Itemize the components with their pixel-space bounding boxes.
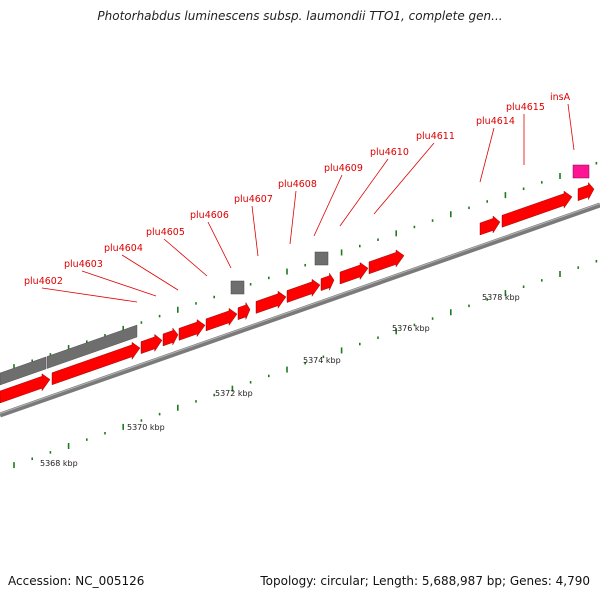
leader-line bbox=[81, 270, 157, 297]
label-leaders-layer bbox=[41, 103, 575, 303]
gene-arrow[interactable] bbox=[320, 272, 335, 291]
genome-summary-text: Topology: circular; Length: 5,688,987 bp… bbox=[260, 574, 590, 588]
map-title: Photorhabdus luminescens subsp. laumondi… bbox=[97, 9, 503, 23]
gene-label-plu4615[interactable]: plu4615 bbox=[506, 102, 545, 113]
genes-layer bbox=[0, 164, 595, 404]
gene-label-insa[interactable]: insA bbox=[550, 92, 571, 103]
tick-label: 5378 kbp bbox=[482, 293, 520, 302]
gene-arrow[interactable] bbox=[368, 249, 405, 275]
tick-label: 5372 kbp bbox=[215, 389, 253, 398]
tick-label: 5368 kbp bbox=[40, 459, 78, 468]
tick-label: 5370 kbp bbox=[127, 423, 165, 432]
leader-line bbox=[163, 238, 208, 277]
gene-arrow[interactable] bbox=[479, 215, 501, 236]
accession-text: Accession: NC_005126 bbox=[8, 574, 145, 588]
tick-label: 5374 kbp bbox=[303, 356, 341, 365]
gene-arrow[interactable] bbox=[140, 333, 163, 354]
gene-block-grey[interactable] bbox=[46, 324, 138, 369]
gene-arrow[interactable] bbox=[339, 262, 369, 285]
gene-arrow[interactable] bbox=[255, 290, 287, 314]
gene-arrow[interactable] bbox=[51, 341, 141, 386]
leader-line bbox=[479, 127, 495, 183]
gene-box-grey[interactable] bbox=[230, 280, 245, 295]
tick-label: 5376 kbp bbox=[392, 324, 430, 333]
tick-marks-layer bbox=[13, 162, 598, 469]
backbone-line bbox=[0, 202, 600, 418]
gene-arrow[interactable] bbox=[286, 278, 321, 303]
gene-label-plu4614[interactable]: plu4614 bbox=[476, 116, 515, 127]
gene-label-plu4603[interactable]: plu4603 bbox=[64, 259, 103, 270]
leader-line bbox=[567, 103, 575, 151]
gene-label-plu4605[interactable]: plu4605 bbox=[146, 227, 185, 238]
gene-label-plu4608[interactable]: plu4608 bbox=[278, 179, 317, 190]
gene-label-plu4602[interactable]: plu4602 bbox=[24, 276, 63, 287]
gene-arrow[interactable] bbox=[501, 190, 573, 228]
leader-line bbox=[289, 190, 297, 245]
leader-line bbox=[251, 205, 259, 257]
leader-line bbox=[313, 174, 343, 237]
gene-arrow[interactable] bbox=[162, 327, 179, 347]
gene-arrow[interactable] bbox=[237, 301, 251, 320]
gene-block-grey[interactable] bbox=[0, 356, 47, 386]
leader-line bbox=[41, 287, 138, 303]
gene-box-grey[interactable] bbox=[314, 251, 329, 266]
gene-label-plu4607[interactable]: plu4607 bbox=[234, 194, 273, 205]
gene-arrow[interactable] bbox=[205, 307, 238, 332]
gene-arrow[interactable] bbox=[178, 319, 206, 341]
gene-arrow[interactable] bbox=[0, 373, 51, 404]
gene-arrow[interactable] bbox=[577, 182, 595, 201]
leader-line bbox=[373, 142, 435, 215]
tick-labels-layer: 5368 kbp 5370 kbp 5372 kbp 5374 kbp 5376 kbp… bbox=[40, 293, 520, 468]
gene-label-plu4610[interactable]: plu4610 bbox=[370, 147, 409, 158]
leader-line bbox=[339, 158, 389, 227]
gene-label-plu4604[interactable]: plu4604 bbox=[104, 243, 143, 254]
gene-label-plu4606[interactable]: plu4606 bbox=[190, 210, 229, 221]
gene-box-insa[interactable] bbox=[572, 164, 590, 179]
gene-label-plu4611[interactable]: plu4611 bbox=[416, 131, 455, 142]
gene-label-plu4609[interactable]: plu4609 bbox=[324, 163, 363, 174]
backbone-highlight bbox=[0, 203, 600, 414]
backbone-layer bbox=[0, 202, 600, 418]
leader-line bbox=[207, 221, 232, 269]
leader-line bbox=[121, 254, 179, 291]
